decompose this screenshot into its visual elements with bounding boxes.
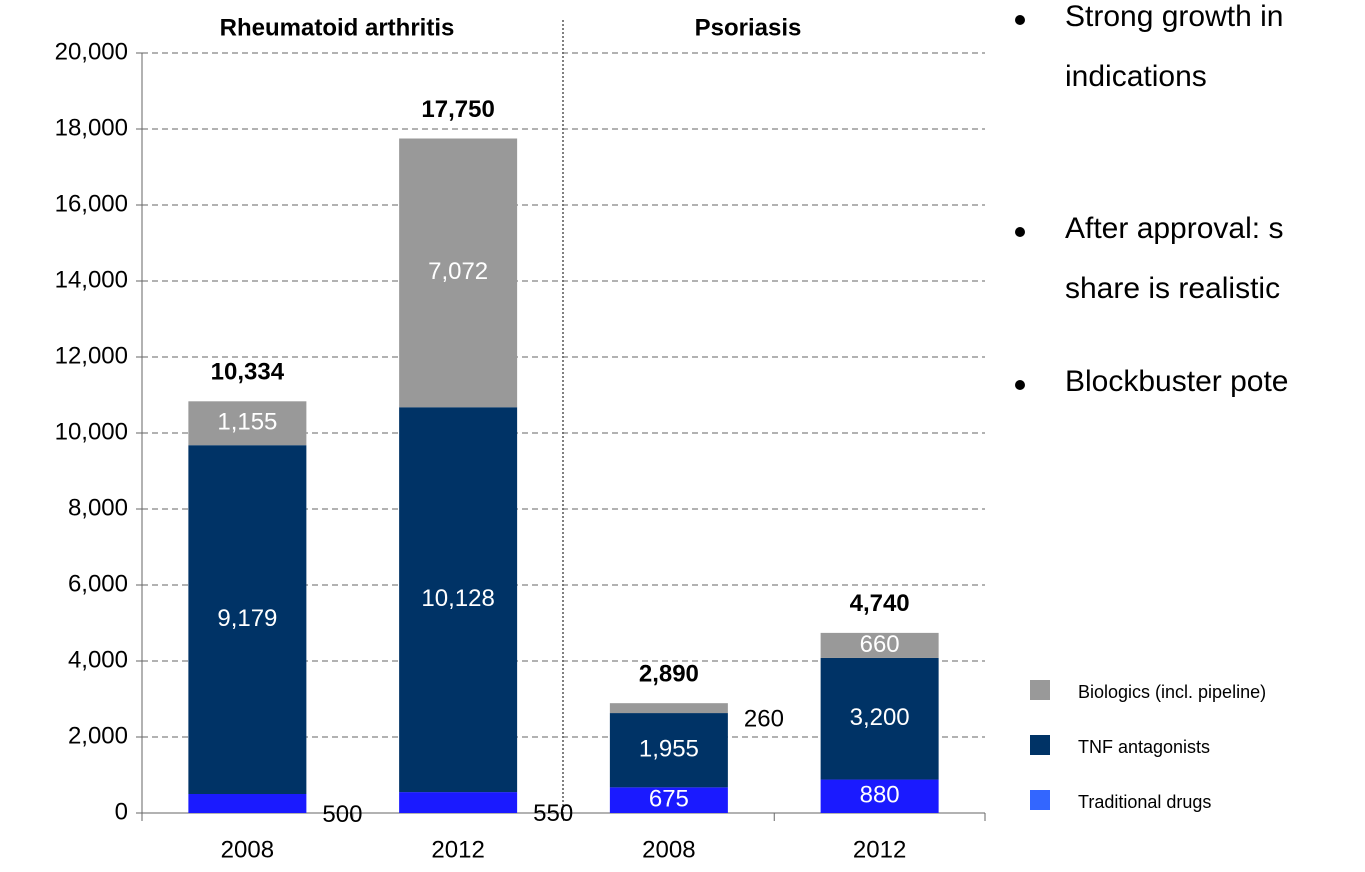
y-tick-label: 14,000 <box>55 266 128 293</box>
value-label: 660 <box>860 631 900 658</box>
x-tick-label: 2012 <box>853 836 906 863</box>
legend-label: Traditional drugs <box>1078 792 1211 812</box>
bar-segment <box>188 401 307 446</box>
total-label: 2,890 <box>639 661 699 688</box>
value-label: 260 <box>744 705 784 732</box>
bullet-text: Blockbuster pote <box>1065 365 1288 398</box>
bullet-text: share is realistic <box>1065 272 1280 305</box>
bullet-text: indications <box>1065 60 1207 93</box>
value-label: 1,955 <box>639 736 699 763</box>
group-label: Rheumatoid arthritis <box>220 14 455 41</box>
y-tick-label: 20,000 <box>55 38 128 65</box>
y-tick-label: 12,000 <box>55 342 128 369</box>
legend-swatch <box>1030 790 1050 810</box>
y-tick-label: 16,000 <box>55 190 128 217</box>
bar-segment <box>399 792 518 813</box>
bar-segment <box>399 407 518 793</box>
bar-segment <box>609 713 728 788</box>
bullet-text: After approval: s <box>1065 212 1283 245</box>
bar-segment <box>820 657 939 780</box>
value-label: 880 <box>860 782 900 809</box>
y-tick-label: 8,000 <box>68 494 128 521</box>
value-label: 3,200 <box>850 704 910 731</box>
bar-segment <box>820 779 939 813</box>
value-label: 675 <box>649 786 689 813</box>
y-tick-label: 6,000 <box>68 570 128 597</box>
x-tick-label: 2012 <box>431 836 484 863</box>
y-tick-label: 18,000 <box>55 114 128 141</box>
bar-segment <box>188 445 307 794</box>
total-label: 4,740 <box>850 590 910 617</box>
total-label: 10,334 <box>211 359 285 386</box>
y-tick-label: 0 <box>115 798 128 825</box>
bullet-dot <box>1015 380 1025 390</box>
value-label: 7,072 <box>428 258 488 285</box>
x-tick-label: 2008 <box>221 836 274 863</box>
bullet-dot <box>1015 15 1025 25</box>
legend-swatch <box>1030 680 1050 700</box>
x-tick-label: 2008 <box>642 836 695 863</box>
value-label: 10,128 <box>421 585 494 612</box>
bullet-dot <box>1015 227 1025 237</box>
total-label: 17,750 <box>421 96 494 123</box>
legend-label: TNF antagonists <box>1078 737 1210 757</box>
bar-segment <box>609 787 728 813</box>
y-tick-label: 10,000 <box>55 418 128 445</box>
bar-segment <box>188 794 307 813</box>
bar-segment <box>399 138 518 408</box>
value-label: 550 <box>533 800 573 827</box>
bar-segment <box>820 632 939 658</box>
value-label: 1,155 <box>217 409 277 436</box>
y-tick-label: 2,000 <box>68 722 128 749</box>
bullet-text: Strong growth in <box>1065 0 1283 33</box>
bar-segment <box>609 703 728 714</box>
value-label: 9,179 <box>217 605 277 632</box>
y-tick-label: 4,000 <box>68 646 128 673</box>
legend-swatch <box>1030 735 1050 755</box>
group-label: Psoriasis <box>695 14 802 41</box>
legend-label: Biologics (incl. pipeline) <box>1078 682 1266 702</box>
value-label: 500 <box>322 801 362 828</box>
